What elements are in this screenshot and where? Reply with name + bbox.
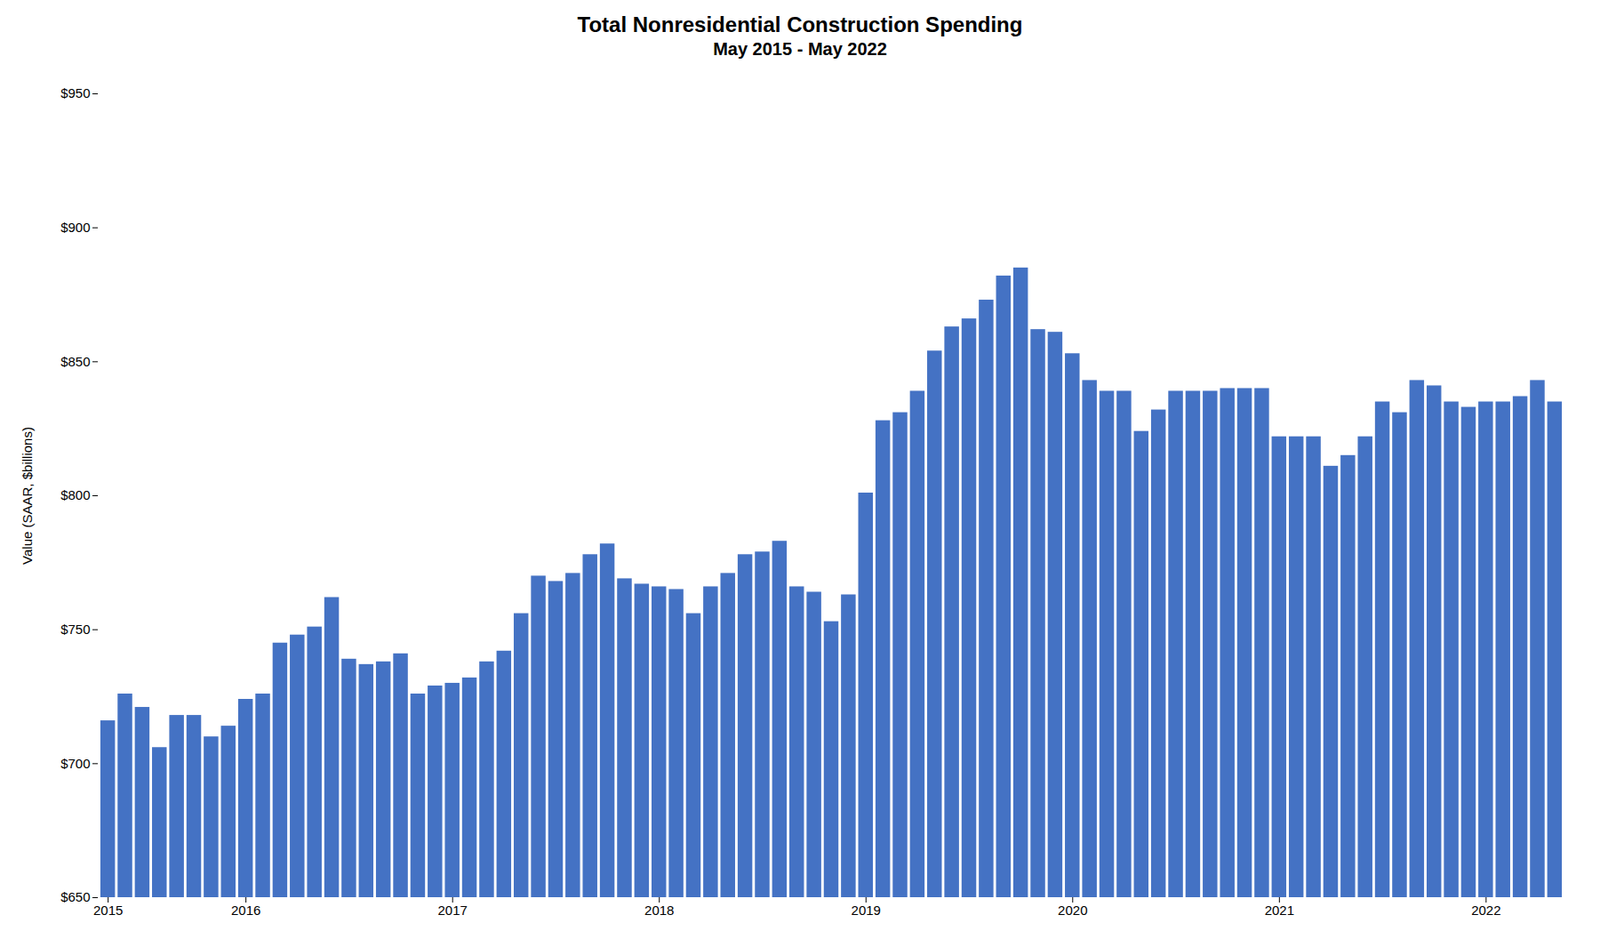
html-text:May 2015 - May 2022: May 2015 - May 2022 (713, 39, 887, 59)
html-text:Total Nonresidential Construct: Total Nonresidential Construction Spendi… (577, 12, 1023, 37)
svg-text:$750: $750 (60, 621, 90, 637)
svg-text:2018: 2018 (644, 902, 674, 918)
svg-text:Value (SAAR, $billions): Value (SAAR, $billions) (19, 426, 35, 565)
svg-text:$950: $950 (60, 85, 90, 101)
svg-text:2017: 2017 (438, 902, 468, 918)
svg-text:2019: 2019 (851, 902, 881, 918)
svg-text:2016: 2016 (231, 902, 261, 918)
svg-text:$900: $900 (60, 219, 90, 235)
svg-text:$850: $850 (60, 353, 90, 369)
svg-text:$800: $800 (60, 487, 90, 503)
svg-text:2022: 2022 (1471, 902, 1501, 918)
svg-text:$700: $700 (60, 755, 90, 771)
svg-text:$650: $650 (60, 888, 90, 904)
svg-text:2021: 2021 (1264, 902, 1295, 918)
svg-text:2020: 2020 (1057, 902, 1088, 918)
svg-text:2015: 2015 (93, 902, 123, 918)
